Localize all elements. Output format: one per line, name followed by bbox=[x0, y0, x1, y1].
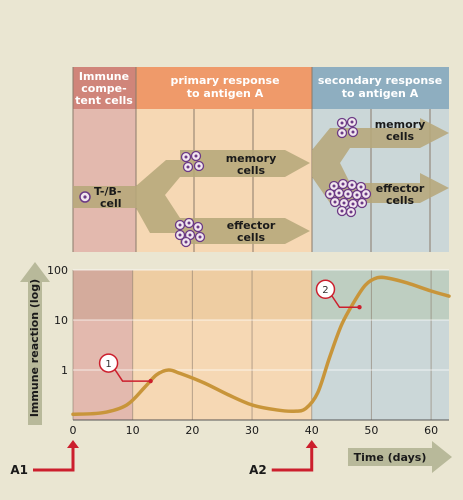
band-primary-decade bbox=[132, 270, 312, 320]
cell-3-nucleus bbox=[197, 164, 201, 168]
secondary-header-line-1: secondary response bbox=[318, 74, 442, 87]
immune-header-line-2: compe- bbox=[81, 82, 126, 95]
primary-header-band bbox=[136, 67, 312, 109]
annotation-leader-2 bbox=[330, 294, 360, 308]
primary-memory-label-line-2: cells bbox=[237, 164, 266, 177]
immune-reaction-curve bbox=[71, 275, 451, 417]
cell-6-nucleus bbox=[346, 192, 350, 196]
cell-11-nucleus bbox=[351, 202, 355, 206]
cell-7-nucleus bbox=[355, 193, 359, 197]
cell-0-nucleus bbox=[178, 223, 182, 227]
x-tick-label-20: 20 bbox=[185, 424, 199, 437]
tb-cell-label-line-1: T-/B- bbox=[94, 185, 121, 198]
primary-header-line-1: primary response bbox=[170, 74, 279, 87]
x-tick-label-50: 50 bbox=[364, 424, 378, 437]
cell-13-nucleus bbox=[340, 209, 344, 213]
tb-cell-split-arrow bbox=[73, 150, 310, 244]
y-axis-label: Immune reaction (log) bbox=[28, 279, 41, 417]
cell-3-nucleus bbox=[359, 185, 363, 189]
primary-memory-label-line-1: memory bbox=[226, 152, 277, 165]
cell-8-nucleus bbox=[364, 192, 368, 196]
cell-3-nucleus bbox=[351, 130, 355, 134]
x-axis-label: Time (days) bbox=[354, 451, 427, 464]
y-tick-label-10: 10 bbox=[54, 314, 68, 327]
annotation-circle-1 bbox=[98, 353, 119, 373]
secondary-memory-label-line-2: cells bbox=[386, 130, 415, 143]
cell-1-nucleus bbox=[341, 182, 345, 186]
event-arrow-line-A1 bbox=[33, 446, 75, 472]
primary-header-line-2: to antigen A bbox=[187, 87, 264, 100]
event-arrow-head-A2 bbox=[305, 440, 318, 448]
cell-0-nucleus bbox=[332, 184, 336, 188]
y-tick-label-100: 100 bbox=[47, 264, 68, 277]
immune-reaction-chart: Immune reaction (log) 1 10 100 0 10 20 30 40 50… bbox=[10, 262, 452, 477]
secondary-header-band bbox=[312, 67, 449, 109]
band-immune-decade bbox=[73, 270, 133, 320]
chart-background-bands bbox=[73, 270, 449, 420]
x-tick-label-30: 30 bbox=[245, 424, 259, 437]
cell-5-nucleus bbox=[337, 191, 341, 195]
immune-header-band bbox=[73, 67, 136, 109]
secondary-effector-label-line-1: effector bbox=[376, 182, 425, 195]
y-axis-arrow bbox=[20, 262, 50, 425]
x-tick-label-40: 40 bbox=[305, 424, 319, 437]
x-axis-arrow bbox=[348, 441, 452, 473]
annotation-label-1: 1 bbox=[105, 359, 111, 370]
cell-2-nucleus bbox=[340, 131, 344, 135]
cell-5-nucleus bbox=[198, 235, 202, 239]
secondary-header-line-2: to antigen A bbox=[342, 87, 419, 100]
immune-header-line-1: Immune bbox=[79, 70, 129, 83]
tb-cell-label-line-2: cell bbox=[100, 197, 122, 210]
x-tick-label-60: 60 bbox=[424, 424, 438, 437]
secondary-memory-cell-cluster bbox=[336, 116, 359, 139]
cell-6-nucleus bbox=[184, 240, 188, 244]
curve-annotations: 12 bbox=[98, 279, 362, 384]
cell-0-nucleus bbox=[340, 121, 344, 125]
secondary-effector-label-line-2: cells bbox=[386, 194, 415, 207]
cell-1-nucleus bbox=[350, 120, 354, 124]
event-label-A2: A2 bbox=[249, 463, 267, 477]
y-tick-label-1: 1 bbox=[61, 364, 68, 377]
annotation-label-2: 2 bbox=[322, 285, 328, 296]
y-tick-labels: 1 10 100 bbox=[47, 264, 68, 377]
immune-header-line-3: tent cells bbox=[75, 94, 133, 107]
cell-2-nucleus bbox=[350, 183, 354, 187]
cell-diagram: Immune compe- tent cells primary respons… bbox=[72, 67, 449, 252]
cell-12-nucleus bbox=[360, 201, 364, 205]
tb-cell-icon bbox=[79, 191, 91, 203]
cell-2-nucleus bbox=[196, 225, 200, 229]
event-label-A1: A1 bbox=[10, 463, 28, 477]
chart-grid bbox=[72, 269, 449, 420]
primary-effector-label-line-2: cells bbox=[237, 231, 266, 244]
cell-1-nucleus bbox=[194, 154, 198, 158]
event-arrow-head-A1 bbox=[67, 440, 79, 448]
annotation-point-1 bbox=[148, 378, 153, 384]
annotation-point-2 bbox=[357, 305, 362, 310]
annotation-leader-1 bbox=[113, 368, 151, 382]
cell-4-nucleus bbox=[328, 192, 332, 196]
cell-9-nucleus bbox=[333, 200, 337, 204]
cell-0-nucleus bbox=[184, 155, 188, 159]
cell-10-nucleus bbox=[342, 201, 346, 205]
primary-memory-cell-cluster bbox=[180, 150, 205, 173]
antigen-events: A1 A2 bbox=[10, 440, 318, 477]
x-tick-labels: 0 10 20 30 40 50 60 bbox=[70, 424, 439, 437]
cell-2-nucleus bbox=[186, 165, 190, 169]
primary-effector-cell-cluster bbox=[174, 217, 206, 248]
event-arrow-line-A2 bbox=[271, 446, 314, 472]
cell-4-nucleus bbox=[188, 233, 192, 237]
x-tick-label-0: 0 bbox=[70, 424, 77, 437]
x-tick-label-10: 10 bbox=[126, 424, 140, 437]
cell-14-nucleus bbox=[349, 210, 353, 214]
secondary-memory-label-line-1: memory bbox=[375, 118, 426, 131]
annotation-circle-2 bbox=[315, 279, 336, 299]
primary-effector-label-line-1: effector bbox=[227, 219, 276, 232]
cell-3-nucleus bbox=[178, 233, 182, 237]
secondary-effector-cell-cluster bbox=[324, 178, 372, 218]
cell-1-nucleus bbox=[187, 221, 191, 225]
